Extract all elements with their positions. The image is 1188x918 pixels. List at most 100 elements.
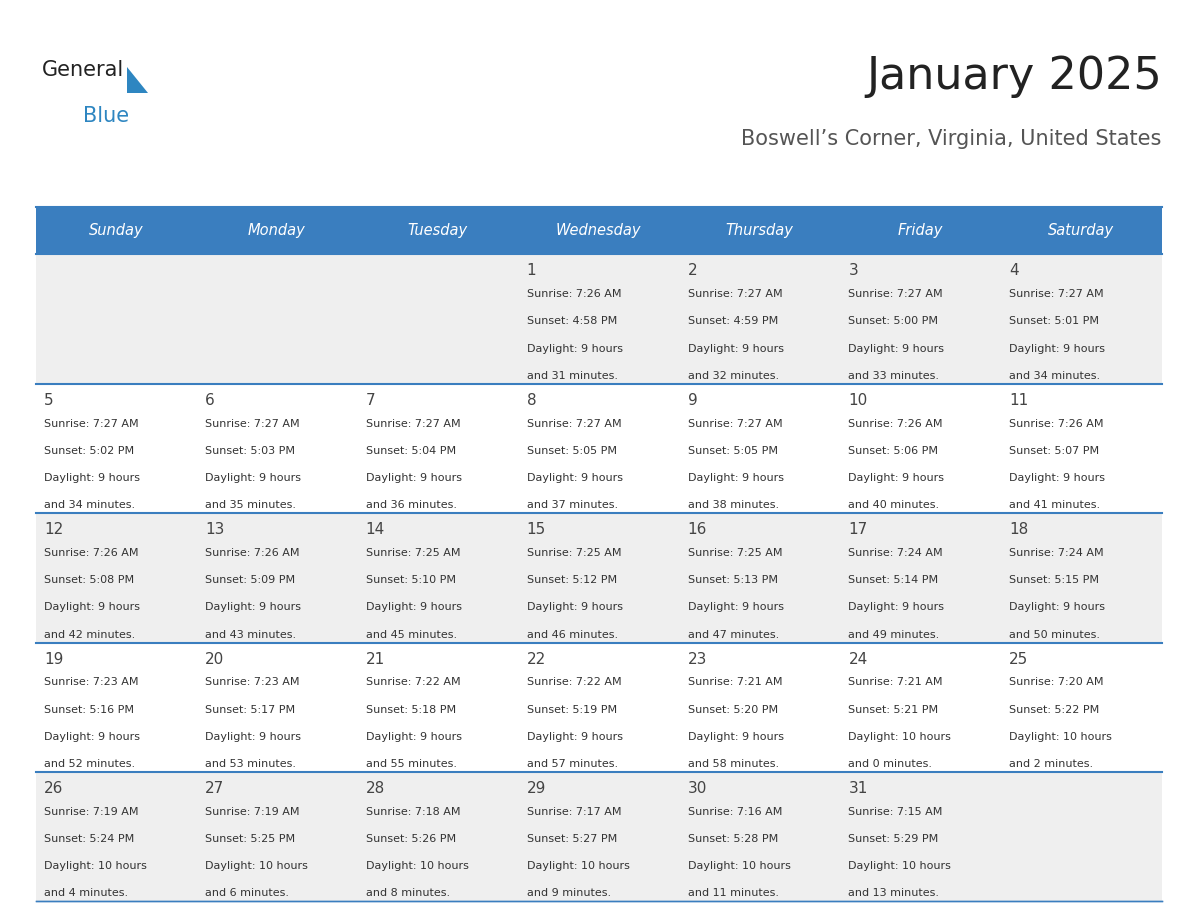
Text: Saturday: Saturday (1048, 223, 1114, 238)
Text: and 13 minutes.: and 13 minutes. (848, 889, 940, 899)
Text: Sunset: 5:17 PM: Sunset: 5:17 PM (204, 705, 295, 715)
Text: Daylight: 9 hours: Daylight: 9 hours (1010, 343, 1105, 353)
Text: Daylight: 10 hours: Daylight: 10 hours (848, 861, 952, 871)
Text: Sunset: 5:08 PM: Sunset: 5:08 PM (44, 576, 134, 586)
Polygon shape (127, 67, 148, 93)
Bar (36, 513, 1162, 643)
Text: Sunset: 5:25 PM: Sunset: 5:25 PM (204, 834, 295, 845)
Text: Sunrise: 7:16 AM: Sunrise: 7:16 AM (688, 807, 782, 817)
Text: Sunset: 5:02 PM: Sunset: 5:02 PM (44, 446, 134, 456)
Text: and 4 minutes.: and 4 minutes. (44, 889, 128, 899)
Text: Sunset: 4:58 PM: Sunset: 4:58 PM (526, 317, 617, 327)
Text: and 45 minutes.: and 45 minutes. (366, 630, 457, 640)
Text: and 35 minutes.: and 35 minutes. (204, 500, 296, 510)
Text: Daylight: 9 hours: Daylight: 9 hours (688, 343, 784, 353)
Text: Sunrise: 7:27 AM: Sunrise: 7:27 AM (44, 419, 139, 429)
Text: Sunset: 5:24 PM: Sunset: 5:24 PM (44, 834, 134, 845)
Text: Daylight: 9 hours: Daylight: 9 hours (526, 602, 623, 612)
Text: Sunset: 5:28 PM: Sunset: 5:28 PM (688, 834, 778, 845)
Text: Sunrise: 7:26 AM: Sunrise: 7:26 AM (44, 548, 139, 558)
Text: Daylight: 9 hours: Daylight: 9 hours (204, 602, 301, 612)
Text: and 47 minutes.: and 47 minutes. (688, 630, 779, 640)
Text: Daylight: 9 hours: Daylight: 9 hours (526, 732, 623, 742)
Text: Sunrise: 7:21 AM: Sunrise: 7:21 AM (688, 677, 782, 688)
Text: and 0 minutes.: and 0 minutes. (848, 759, 933, 769)
Text: Sunrise: 7:23 AM: Sunrise: 7:23 AM (44, 677, 139, 688)
Text: Daylight: 9 hours: Daylight: 9 hours (1010, 602, 1105, 612)
Text: Daylight: 9 hours: Daylight: 9 hours (204, 473, 301, 483)
Text: and 55 minutes.: and 55 minutes. (366, 759, 456, 769)
Text: 28: 28 (366, 781, 385, 796)
Text: General: General (42, 60, 124, 80)
Text: 27: 27 (204, 781, 225, 796)
Text: Sunset: 5:10 PM: Sunset: 5:10 PM (366, 576, 456, 586)
Text: Sunset: 5:13 PM: Sunset: 5:13 PM (688, 576, 777, 586)
Text: and 37 minutes.: and 37 minutes. (526, 500, 618, 510)
Text: 14: 14 (366, 522, 385, 537)
Text: Daylight: 9 hours: Daylight: 9 hours (848, 343, 944, 353)
Text: Sunrise: 7:27 AM: Sunrise: 7:27 AM (366, 419, 461, 429)
Text: 25: 25 (1010, 652, 1029, 666)
Text: Daylight: 9 hours: Daylight: 9 hours (204, 732, 301, 742)
Text: 23: 23 (688, 652, 707, 666)
Text: 31: 31 (848, 781, 867, 796)
Text: Daylight: 10 hours: Daylight: 10 hours (526, 861, 630, 871)
Text: Sunset: 5:05 PM: Sunset: 5:05 PM (526, 446, 617, 456)
Text: Sunrise: 7:26 AM: Sunrise: 7:26 AM (848, 419, 943, 429)
Text: Daylight: 10 hours: Daylight: 10 hours (1010, 732, 1112, 742)
Text: Sunset: 5:27 PM: Sunset: 5:27 PM (526, 834, 617, 845)
Text: 4: 4 (1010, 263, 1019, 278)
Text: 22: 22 (526, 652, 545, 666)
Text: Sunday: Sunday (89, 223, 144, 238)
Text: Sunrise: 7:19 AM: Sunrise: 7:19 AM (44, 807, 139, 817)
Text: Sunrise: 7:26 AM: Sunrise: 7:26 AM (1010, 419, 1104, 429)
Text: 9: 9 (688, 393, 697, 408)
Text: Sunset: 5:15 PM: Sunset: 5:15 PM (1010, 576, 1099, 586)
Text: Sunrise: 7:27 AM: Sunrise: 7:27 AM (204, 419, 299, 429)
Bar (36, 384, 1162, 513)
Text: Sunset: 5:04 PM: Sunset: 5:04 PM (366, 446, 456, 456)
Text: Sunset: 5:06 PM: Sunset: 5:06 PM (848, 446, 939, 456)
Text: Sunrise: 7:25 AM: Sunrise: 7:25 AM (688, 548, 782, 558)
Text: Thursday: Thursday (726, 223, 794, 238)
Text: Friday: Friday (898, 223, 943, 238)
Text: and 53 minutes.: and 53 minutes. (204, 759, 296, 769)
Text: and 46 minutes.: and 46 minutes. (526, 630, 618, 640)
Text: and 6 minutes.: and 6 minutes. (204, 889, 289, 899)
Text: Sunset: 5:12 PM: Sunset: 5:12 PM (526, 576, 617, 586)
Text: and 52 minutes.: and 52 minutes. (44, 759, 135, 769)
Text: and 41 minutes.: and 41 minutes. (1010, 500, 1100, 510)
Text: Sunrise: 7:18 AM: Sunrise: 7:18 AM (366, 807, 460, 817)
Text: Daylight: 9 hours: Daylight: 9 hours (366, 602, 462, 612)
Text: 1: 1 (526, 263, 536, 278)
Text: and 50 minutes.: and 50 minutes. (1010, 630, 1100, 640)
Text: 10: 10 (848, 393, 867, 408)
Text: Sunrise: 7:27 AM: Sunrise: 7:27 AM (848, 289, 943, 299)
Text: Daylight: 9 hours: Daylight: 9 hours (688, 602, 784, 612)
Text: and 34 minutes.: and 34 minutes. (44, 500, 135, 510)
Text: and 11 minutes.: and 11 minutes. (688, 889, 778, 899)
Text: Sunrise: 7:19 AM: Sunrise: 7:19 AM (204, 807, 299, 817)
Text: Daylight: 9 hours: Daylight: 9 hours (366, 473, 462, 483)
Text: Sunset: 5:22 PM: Sunset: 5:22 PM (1010, 705, 1100, 715)
Text: and 33 minutes.: and 33 minutes. (848, 371, 940, 381)
Text: Sunrise: 7:23 AM: Sunrise: 7:23 AM (204, 677, 299, 688)
Text: 13: 13 (204, 522, 225, 537)
Text: Daylight: 9 hours: Daylight: 9 hours (44, 732, 140, 742)
Bar (36, 207, 1162, 254)
Text: 20: 20 (204, 652, 225, 666)
Text: Sunrise: 7:15 AM: Sunrise: 7:15 AM (848, 807, 943, 817)
Text: Wednesday: Wednesday (556, 223, 642, 238)
Bar (36, 643, 1162, 772)
Text: Sunset: 5:03 PM: Sunset: 5:03 PM (204, 446, 295, 456)
Text: Daylight: 9 hours: Daylight: 9 hours (526, 343, 623, 353)
Text: Sunset: 5:01 PM: Sunset: 5:01 PM (1010, 317, 1099, 327)
Text: Sunrise: 7:22 AM: Sunrise: 7:22 AM (366, 677, 461, 688)
Text: Daylight: 10 hours: Daylight: 10 hours (366, 861, 468, 871)
Text: Daylight: 9 hours: Daylight: 9 hours (688, 732, 784, 742)
Text: Sunset: 5:26 PM: Sunset: 5:26 PM (366, 834, 456, 845)
Text: Daylight: 9 hours: Daylight: 9 hours (44, 473, 140, 483)
Text: Daylight: 10 hours: Daylight: 10 hours (44, 861, 147, 871)
Text: Sunrise: 7:22 AM: Sunrise: 7:22 AM (526, 677, 621, 688)
Text: Sunrise: 7:27 AM: Sunrise: 7:27 AM (1010, 289, 1104, 299)
